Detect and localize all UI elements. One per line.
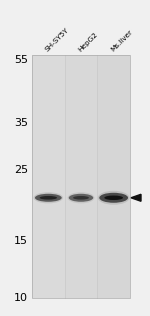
Ellipse shape: [104, 196, 123, 200]
Text: SH-SY5Y: SH-SY5Y: [44, 27, 70, 53]
Text: 25: 25: [14, 165, 28, 175]
Text: 35: 35: [14, 118, 28, 128]
Polygon shape: [131, 194, 141, 201]
Bar: [32, 55, 130, 298]
Text: 10: 10: [14, 293, 28, 303]
Ellipse shape: [69, 194, 93, 202]
Bar: [97, 55, 130, 298]
Bar: [32, 55, 65, 298]
Ellipse shape: [68, 192, 94, 204]
Text: Ms.liver: Ms.liver: [109, 29, 134, 53]
Text: HepG2: HepG2: [77, 31, 99, 53]
Text: 15: 15: [14, 236, 28, 246]
Ellipse shape: [73, 196, 89, 200]
Ellipse shape: [35, 194, 62, 202]
Ellipse shape: [34, 192, 63, 204]
Ellipse shape: [99, 193, 128, 203]
Bar: [32, 55, 130, 298]
Ellipse shape: [98, 191, 129, 205]
Bar: [65, 55, 97, 298]
Ellipse shape: [40, 196, 57, 200]
Text: 55: 55: [14, 55, 28, 65]
